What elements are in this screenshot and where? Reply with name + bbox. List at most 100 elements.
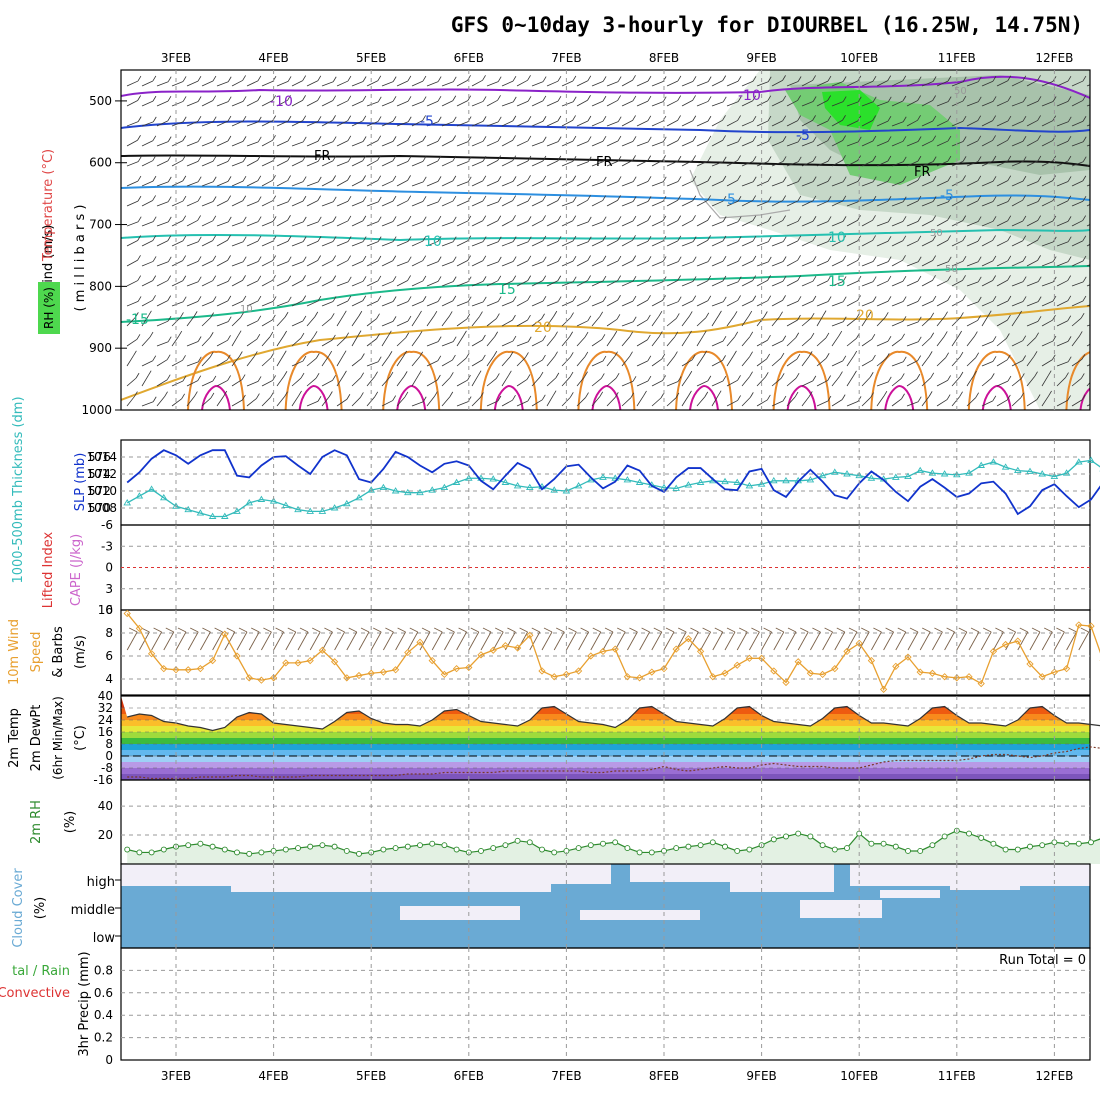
- wind-barb-flag: [1007, 155, 1012, 162]
- wind-barb-flag: [977, 135, 982, 142]
- wind-barb: [756, 180, 769, 187]
- wind-barb-flag: [707, 115, 712, 122]
- wind-barb: [216, 321, 229, 327]
- wind-barb-flag: [357, 330, 362, 336]
- wind-barb: [516, 140, 529, 147]
- wind-barb: [891, 100, 904, 107]
- wind-barb-flag: [167, 275, 172, 281]
- wind-barb: [741, 336, 751, 347]
- wind-barb-flag: [527, 155, 532, 162]
- wind-barb: [891, 320, 904, 327]
- wind-barb-flag: [332, 136, 337, 142]
- wind-barb: [831, 181, 844, 187]
- wind-barb: [891, 240, 903, 247]
- wind-barb: [321, 100, 333, 107]
- wind-barb: [831, 200, 844, 207]
- wind-barb: [411, 280, 424, 287]
- wind-barb-flag: [647, 275, 652, 282]
- wind-barb: [816, 337, 827, 347]
- wind-barb: [846, 260, 858, 267]
- li-tick-label: -3: [101, 539, 113, 553]
- wind-barb-flag: [737, 115, 741, 121]
- wind-barb-flag: [419, 351, 424, 357]
- wind-barb-flag: [587, 115, 592, 122]
- wind-barb: [471, 359, 483, 367]
- wind-barb: [411, 221, 424, 227]
- wind-barb-flag: [947, 375, 951, 381]
- wind-barb: [576, 161, 589, 167]
- wind-barb: [996, 319, 1008, 327]
- wind-barb: [441, 200, 454, 207]
- wind-speed-point: [794, 658, 802, 666]
- temperature-band: [121, 774, 1090, 780]
- cloud-level-low: low: [93, 931, 116, 946]
- wind-barb-flag: [377, 196, 382, 203]
- wind-barb-flag: [552, 390, 557, 396]
- wind-barb-flag: [782, 136, 787, 142]
- wind-barb: [801, 280, 814, 287]
- wind-barb: [591, 280, 604, 287]
- wind-barb-flag: [512, 256, 517, 262]
- wind-barb-flag: [569, 371, 574, 378]
- wind-barb-flag: [887, 376, 892, 383]
- wind-barb-flag: [555, 627, 565, 633]
- wind-barb: [1026, 201, 1039, 207]
- wind-barb: [741, 260, 754, 267]
- wind-barb: [1086, 204, 1090, 207]
- wind-barb: [351, 141, 364, 147]
- wind-barb-flag: [992, 216, 997, 222]
- wind-barb-flag: [332, 236, 337, 242]
- wind-barb-flag: [227, 96, 232, 102]
- wind-barb: [576, 336, 586, 347]
- wind-barb: [883, 631, 894, 651]
- wind-barb-flag: [226, 354, 231, 361]
- wind-barb: [1041, 340, 1054, 347]
- wind-barb: [711, 240, 724, 247]
- ylabel-cloud-2: (%): [33, 897, 48, 920]
- wind-speed-point: [989, 647, 998, 656]
- temperature-band: [121, 744, 1090, 750]
- wind-barb: [396, 280, 408, 287]
- wind-barb-flag: [197, 375, 202, 381]
- wind-barb: [336, 260, 348, 267]
- ylabel-thickness: 1000-500mb Thickness (dm): [11, 396, 26, 583]
- wind-barb-flag: [779, 311, 783, 317]
- wind-barb-flag: [1022, 175, 1027, 182]
- wind-barb: [876, 141, 889, 147]
- wind-barb-flag: [782, 176, 787, 182]
- wind-barb: [621, 220, 634, 227]
- wind-barb-flag: [1052, 96, 1057, 102]
- wind-barb: [621, 380, 634, 387]
- wind-barb: [666, 301, 679, 307]
- wind-barb-flag: [512, 335, 517, 342]
- wind-barb-flag: [497, 236, 502, 242]
- wind-barb-flag: [167, 196, 172, 202]
- wind-barb: [156, 160, 169, 167]
- wind-barb-flag: [407, 135, 411, 141]
- wind-barb-flag: [707, 275, 712, 281]
- wind-barb-flag: [377, 295, 382, 302]
- wind-barb: [336, 337, 346, 347]
- wind-barb-flag: [512, 155, 517, 161]
- wind-barb-flag: [1020, 392, 1025, 399]
- wind-barb: [576, 356, 586, 367]
- wind-barb-flag: [477, 370, 482, 376]
- wind-barb: [981, 220, 994, 227]
- wind-barb: [381, 400, 393, 407]
- wind-barb-flag: [1067, 176, 1072, 182]
- thickness-point: [550, 486, 558, 493]
- wind-barb: [666, 140, 678, 147]
- wind-barb: [1041, 241, 1054, 247]
- wind-barb-flag: [782, 276, 787, 282]
- wind-barb-flag: [647, 314, 651, 321]
- rh-point: [441, 842, 448, 849]
- wind-barb-flag: [797, 95, 801, 101]
- wind-barb-flag: [137, 275, 142, 281]
- wind-barb-flag: [872, 155, 877, 162]
- wind-barb: [366, 101, 379, 107]
- temp-tick-label: 8: [105, 737, 113, 751]
- wind-barb: [1026, 281, 1039, 287]
- wind-barb-flag: [677, 275, 682, 281]
- wind-barb-flag: [722, 216, 727, 222]
- wind-barb: [1041, 300, 1054, 307]
